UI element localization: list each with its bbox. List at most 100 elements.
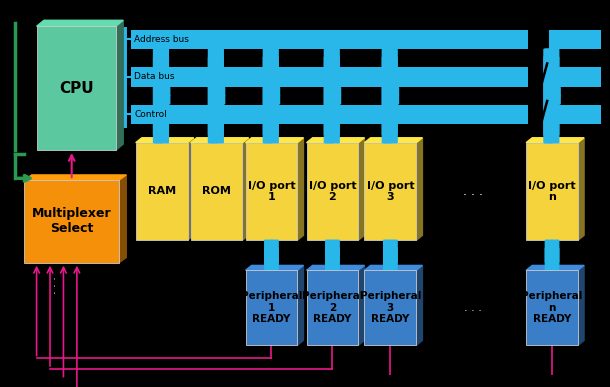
Polygon shape xyxy=(157,50,166,67)
Polygon shape xyxy=(326,49,339,143)
Polygon shape xyxy=(209,49,217,143)
Polygon shape xyxy=(116,20,123,150)
Text: I/O port
n: I/O port n xyxy=(528,181,576,202)
Polygon shape xyxy=(210,49,223,143)
Polygon shape xyxy=(526,138,584,143)
Polygon shape xyxy=(416,265,422,345)
Text: . . .: . . . xyxy=(464,303,482,313)
Bar xyxy=(549,67,601,87)
Text: . . .: . . . xyxy=(463,185,483,198)
Polygon shape xyxy=(325,49,333,143)
Bar xyxy=(131,105,528,124)
Bar xyxy=(245,270,298,345)
Text: . . .: . . . xyxy=(48,276,58,294)
Bar xyxy=(131,67,528,87)
Polygon shape xyxy=(416,138,422,240)
Text: CPU: CPU xyxy=(59,81,93,96)
Polygon shape xyxy=(216,87,224,104)
Polygon shape xyxy=(24,175,126,180)
Bar xyxy=(307,270,359,345)
Polygon shape xyxy=(548,50,556,67)
Polygon shape xyxy=(243,138,249,240)
Polygon shape xyxy=(328,50,337,67)
Polygon shape xyxy=(135,138,194,143)
Polygon shape xyxy=(267,50,276,67)
Polygon shape xyxy=(545,240,559,270)
Text: Data bus: Data bus xyxy=(134,72,174,81)
Polygon shape xyxy=(551,87,560,104)
Polygon shape xyxy=(157,50,166,67)
Polygon shape xyxy=(307,138,365,143)
Polygon shape xyxy=(390,87,398,104)
Bar xyxy=(549,30,601,49)
Bar xyxy=(365,143,416,240)
Polygon shape xyxy=(271,87,279,104)
Text: Peripheral
2
READY: Peripheral 2 READY xyxy=(302,291,363,324)
Polygon shape xyxy=(328,50,337,67)
Polygon shape xyxy=(545,49,559,143)
Bar xyxy=(37,26,116,150)
Polygon shape xyxy=(271,87,279,104)
Polygon shape xyxy=(326,49,339,143)
Polygon shape xyxy=(390,87,398,104)
Polygon shape xyxy=(545,49,559,143)
Text: Control: Control xyxy=(134,110,167,119)
Text: I/O port
3: I/O port 3 xyxy=(367,181,414,202)
Polygon shape xyxy=(212,50,221,67)
Polygon shape xyxy=(155,49,168,143)
Polygon shape xyxy=(359,265,365,345)
Text: Peripheral
1
READY: Peripheral 1 READY xyxy=(241,291,302,324)
Bar xyxy=(526,270,578,345)
Polygon shape xyxy=(161,87,170,104)
Polygon shape xyxy=(384,240,397,270)
Polygon shape xyxy=(209,49,217,143)
Polygon shape xyxy=(382,49,391,143)
Text: Address bus: Address bus xyxy=(134,35,189,44)
Bar xyxy=(307,143,359,240)
Polygon shape xyxy=(326,240,339,270)
Polygon shape xyxy=(307,265,365,270)
Polygon shape xyxy=(386,50,395,67)
Polygon shape xyxy=(245,138,304,143)
Polygon shape xyxy=(154,49,162,143)
Text: Peripheral
3
READY: Peripheral 3 READY xyxy=(360,291,421,324)
Polygon shape xyxy=(188,138,194,240)
Polygon shape xyxy=(264,49,272,143)
Polygon shape xyxy=(210,49,223,143)
Polygon shape xyxy=(265,240,278,270)
Bar xyxy=(365,270,416,345)
Text: Multiplexer
Select: Multiplexer Select xyxy=(32,207,112,235)
Polygon shape xyxy=(298,138,304,240)
Text: I/O port
2: I/O port 2 xyxy=(309,181,356,202)
Polygon shape xyxy=(526,265,584,270)
Polygon shape xyxy=(384,49,397,143)
Polygon shape xyxy=(359,138,365,240)
Polygon shape xyxy=(384,240,397,270)
Polygon shape xyxy=(154,49,162,143)
Polygon shape xyxy=(37,20,123,26)
Polygon shape xyxy=(384,49,397,143)
Bar xyxy=(24,180,119,263)
Bar xyxy=(245,143,298,240)
Polygon shape xyxy=(267,50,276,67)
Polygon shape xyxy=(365,138,422,143)
Polygon shape xyxy=(265,49,278,143)
Polygon shape xyxy=(264,49,272,143)
Polygon shape xyxy=(216,87,224,104)
Polygon shape xyxy=(332,87,340,104)
Polygon shape xyxy=(326,240,339,270)
Polygon shape xyxy=(382,49,391,143)
Bar xyxy=(135,143,188,240)
Polygon shape xyxy=(578,265,584,345)
Polygon shape xyxy=(190,138,249,143)
Polygon shape xyxy=(155,49,168,143)
Polygon shape xyxy=(332,87,340,104)
Polygon shape xyxy=(245,265,304,270)
Polygon shape xyxy=(298,265,304,345)
Polygon shape xyxy=(551,87,560,104)
Bar xyxy=(131,30,528,49)
Text: Peripheral
n
READY: Peripheral n READY xyxy=(522,291,583,324)
Polygon shape xyxy=(265,240,278,270)
Text: RAM: RAM xyxy=(148,187,176,197)
Polygon shape xyxy=(365,265,422,270)
